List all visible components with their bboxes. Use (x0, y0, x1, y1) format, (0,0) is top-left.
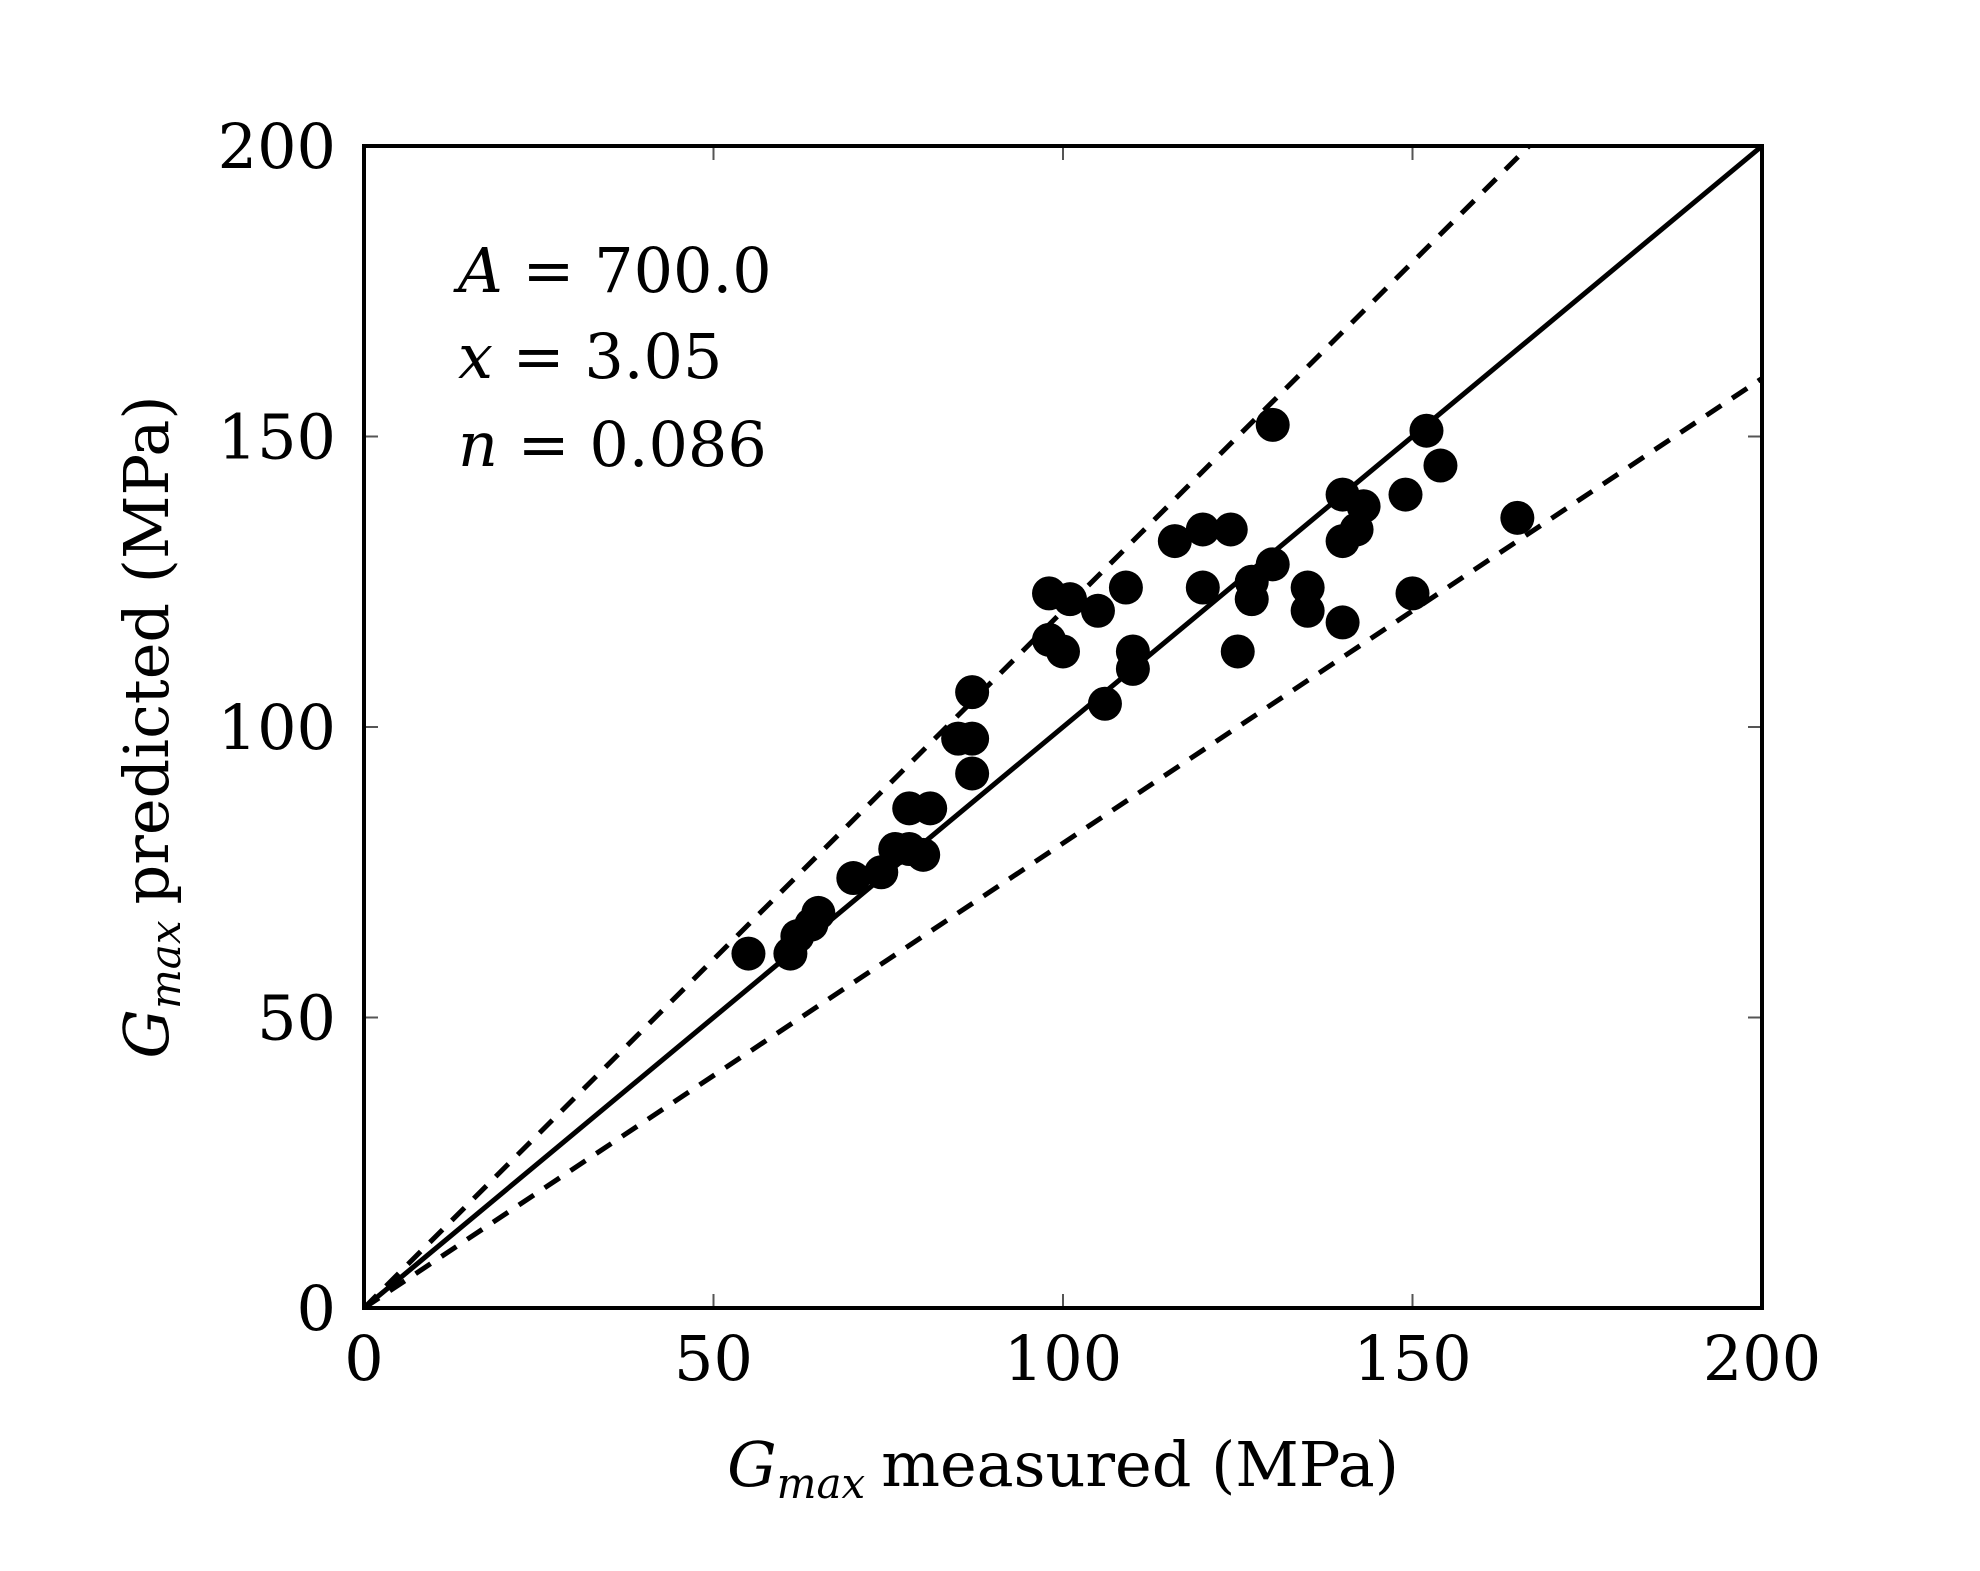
y-tick-label-3: 150 (218, 401, 336, 474)
data-point-14 (955, 721, 990, 756)
one-to-one-line (362, 144, 1764, 1310)
plot-frame (362, 144, 1764, 1310)
data-point-45 (1500, 500, 1535, 535)
y-tick-label-0: 0 (297, 1272, 336, 1345)
data-point-28 (1213, 512, 1248, 547)
data-point-32 (1255, 547, 1290, 582)
x-tick-label-2: 100 (1004, 1322, 1122, 1395)
axis-ticks: 0 50 100 150 200 0 50 100 150 200 (218, 110, 1822, 1395)
x-tick-label-1: 50 (674, 1322, 753, 1395)
data-point-5 (836, 861, 871, 896)
data-point-10 (906, 837, 941, 872)
data-point-18 (1046, 634, 1080, 669)
data-point-19 (1052, 582, 1087, 617)
y-tick-label-2: 100 (218, 691, 336, 764)
data-point-34 (1290, 570, 1325, 605)
data-point-15 (955, 675, 990, 710)
data-point-21 (1087, 686, 1122, 721)
y-axis-label: Gmaxpredicted (MPa) (110, 395, 190, 1058)
x-tick-label-0: 0 (344, 1322, 383, 1395)
annotation-a: A = 700.0 (453, 234, 772, 307)
data-point-38 (1325, 605, 1360, 640)
y-tick-label-4: 200 (218, 110, 336, 183)
data-point-25 (1157, 524, 1192, 559)
data-point-44 (1423, 448, 1458, 483)
data-point-22 (1108, 570, 1143, 605)
annotation-n: n = 0.086 (458, 408, 767, 481)
data-point-13 (955, 756, 990, 791)
data-point-35 (1290, 593, 1325, 628)
data-point-4 (801, 895, 836, 930)
x-tick-label-3: 150 (1353, 1322, 1471, 1395)
data-point-42 (1395, 576, 1430, 611)
data-point-29 (1220, 634, 1255, 669)
data-point-0 (731, 936, 766, 971)
dashed-bound-line-2 (362, 376, 1764, 1310)
annotation-x: x = 3.05 (458, 320, 722, 393)
data-point-33 (1255, 407, 1290, 442)
data-point-40 (1346, 489, 1381, 524)
data-point-11 (913, 791, 948, 826)
y-tick-label-1: 50 (257, 982, 336, 1055)
data-point-43 (1409, 413, 1444, 448)
data-point-41 (1388, 477, 1423, 512)
data-point-26 (1185, 512, 1220, 547)
data-point-24 (1115, 651, 1150, 686)
data-point-20 (1080, 593, 1115, 628)
data-points (731, 407, 1535, 971)
x-axis-label: Gmax measured (MPa) (727, 1428, 1399, 1508)
x-tick-label-4: 200 (1703, 1322, 1821, 1395)
data-point-27 (1185, 570, 1220, 605)
